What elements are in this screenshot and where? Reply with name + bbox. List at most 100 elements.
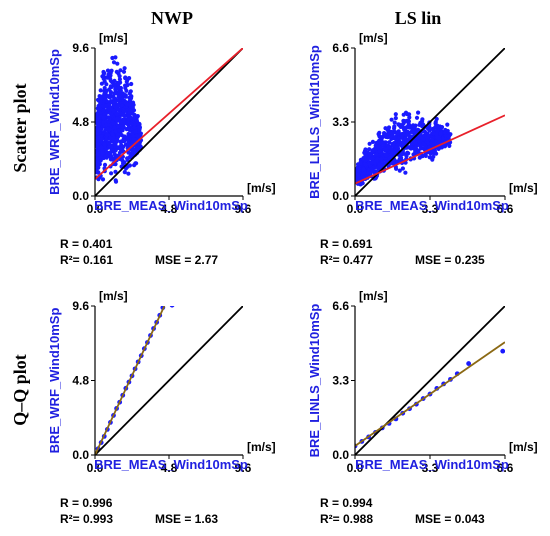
scatter-point xyxy=(113,169,118,174)
scatter-point xyxy=(101,108,106,114)
scatter-point xyxy=(113,87,118,92)
scatter-point xyxy=(446,134,451,139)
scatter-point xyxy=(378,135,384,140)
x-tick-label: 9.6 xyxy=(235,202,252,216)
y-unit-label: [m/s] xyxy=(99,31,128,45)
scatter-point xyxy=(122,160,127,165)
scatter-point xyxy=(418,143,423,148)
scatter-point xyxy=(113,99,118,104)
scatter-point xyxy=(374,152,379,157)
scatter-point xyxy=(118,88,123,93)
x-tick-label: 0.0 xyxy=(87,202,104,216)
stat-mse: MSE = 0.235 xyxy=(415,253,485,267)
scatter-point xyxy=(111,108,116,114)
scatter-point xyxy=(108,150,113,156)
scatter-point xyxy=(112,78,117,83)
col-title-ls: LS lin xyxy=(395,8,442,28)
scatter-point xyxy=(103,103,109,109)
scatter-point xyxy=(109,143,114,148)
scatter-point xyxy=(114,69,119,74)
row-title-scatter: Scatter plot xyxy=(10,83,30,172)
scatter-point xyxy=(399,155,404,161)
x-unit-label: [m/s] xyxy=(247,440,276,454)
stat-r2: R²= 0.993 xyxy=(60,512,113,526)
scatter-point xyxy=(388,129,393,134)
y-tick-label: 3.3 xyxy=(332,374,349,388)
scatter-point xyxy=(114,112,120,117)
qq-point xyxy=(466,361,472,366)
scatter-point xyxy=(104,137,109,142)
plot-area xyxy=(355,48,505,196)
scatter-point xyxy=(117,74,122,79)
y-tick-label: 0.0 xyxy=(72,189,89,203)
scatter-point xyxy=(403,110,409,115)
x-tick-label: 6.6 xyxy=(497,202,514,216)
stat-r: R = 0.401 xyxy=(60,237,113,251)
scatter-point xyxy=(421,137,426,142)
scatter-point xyxy=(96,165,101,170)
y-tick-label: 6.6 xyxy=(332,299,349,313)
scatter-point xyxy=(126,150,131,155)
scatter-point xyxy=(118,80,123,85)
y-axis-label: BRE_LINLS_Wind10mSp xyxy=(307,304,322,458)
y-tick-label: 0.0 xyxy=(332,189,349,203)
scatter-point xyxy=(407,112,412,117)
scatter-point xyxy=(115,61,120,66)
scatter-point xyxy=(126,171,131,176)
scatter-point xyxy=(122,170,127,175)
scatter-point xyxy=(124,127,129,132)
stat-r: R = 0.996 xyxy=(60,496,113,510)
scatter-point xyxy=(445,128,450,134)
qq-point xyxy=(500,348,505,354)
scatter-point xyxy=(362,170,367,175)
scatter-point xyxy=(392,120,397,125)
scatter-point xyxy=(424,131,429,136)
fit-line xyxy=(95,48,243,180)
fit-line xyxy=(355,341,505,447)
scatter-point xyxy=(379,157,384,162)
y-tick-label: 0.0 xyxy=(332,448,349,462)
scatter-point xyxy=(95,135,101,140)
scatter-point xyxy=(387,156,392,161)
y-unit-label: [m/s] xyxy=(359,289,388,303)
scatter-point xyxy=(394,166,399,171)
scatter-point xyxy=(412,141,417,146)
scatter-point xyxy=(400,166,405,171)
scatter-point xyxy=(119,133,124,138)
scatter-point xyxy=(135,114,140,119)
scatter-point xyxy=(386,125,392,130)
scatter-point xyxy=(111,94,116,99)
scatter-point xyxy=(358,160,363,165)
scatter-point xyxy=(137,127,142,132)
fit-line xyxy=(355,114,505,185)
scatter-point xyxy=(107,116,112,121)
scatter-point xyxy=(392,124,397,129)
scatter-point xyxy=(133,161,138,166)
scatter-point xyxy=(100,177,106,182)
scatter-point xyxy=(99,145,104,150)
scatter-point xyxy=(99,137,104,142)
scatter-point xyxy=(386,145,391,150)
scatter-point xyxy=(125,102,130,107)
stat-r: R = 0.994 xyxy=(320,496,373,510)
scatter-point xyxy=(95,156,100,161)
scatter-point xyxy=(401,118,406,123)
scatter-point xyxy=(129,95,134,100)
scatter-point xyxy=(399,151,404,156)
scatter-point xyxy=(411,123,416,128)
scatter-point xyxy=(130,131,135,136)
scatter-point xyxy=(426,140,431,146)
scatter-point xyxy=(372,148,378,153)
scatter-point xyxy=(95,119,100,124)
scatter-point xyxy=(406,121,411,126)
scatter-point xyxy=(370,156,375,161)
scatter-point xyxy=(393,116,398,121)
scatter-point xyxy=(389,117,394,122)
fit-line xyxy=(95,306,166,455)
scatter-point xyxy=(107,127,112,132)
scatter-point xyxy=(403,170,408,175)
scatter-point xyxy=(417,122,422,127)
x-unit-label: [m/s] xyxy=(509,181,538,195)
scatter-point xyxy=(110,132,115,137)
